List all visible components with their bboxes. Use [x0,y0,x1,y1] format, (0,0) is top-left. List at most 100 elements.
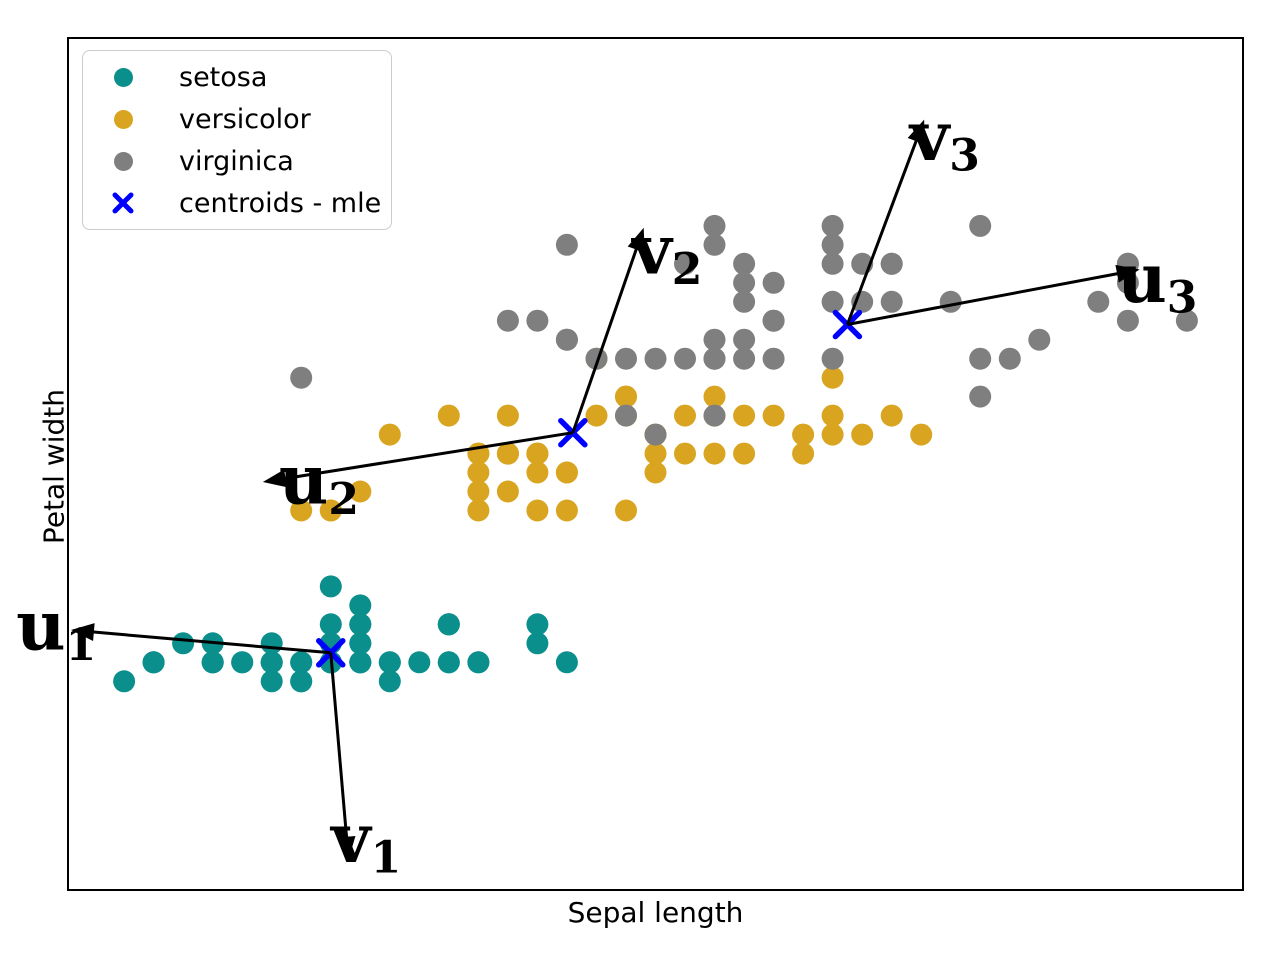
setosa-point [378,651,401,674]
virginica-point [821,214,844,237]
setosa-point [172,632,195,655]
arrow-label-v2: v2 [630,211,702,295]
arrow-label-u2: u2 [279,440,359,524]
versicolor-point [792,423,815,446]
versicolor-point [733,442,756,465]
virginica-point [1175,309,1198,332]
setosa-point [113,670,136,693]
versicolor-point [378,423,401,446]
versicolor-point [674,404,696,427]
virginica-point [703,328,726,351]
virginica-point [555,233,578,256]
setosa-point [467,651,490,674]
virginica-point [733,290,756,313]
versicolor-point [703,442,726,465]
virginica-point [998,347,1021,370]
versicolor-point [703,385,726,408]
arrow-v2-line [571,238,642,434]
versicolor-point [526,499,549,522]
versicolor-point [496,404,519,427]
arrow-label-v1: v1 [329,799,401,883]
arrow-label-u1: u1 [16,586,96,670]
versicolor-point [496,480,519,503]
legend-label-virginica: virginica [179,145,294,177]
setosa-point [408,651,431,674]
versicolor-point [585,404,608,427]
versicolor-point [437,404,460,427]
versicolor-point [880,404,903,427]
versicolor-point [526,442,549,465]
arrow-label-v2-subscript: 2 [672,244,703,295]
versicolor-point [555,461,578,484]
virginica-point [821,347,844,370]
arrow-u3-head [1115,264,1140,283]
versicolor-point [615,499,637,522]
arrow-label-v3-subscript: 3 [949,130,980,181]
setosa-point [378,670,401,693]
arrow-u1-line [82,629,331,655]
arrow-u1-head [70,623,95,642]
virginica-point [1028,328,1051,351]
arrow-label-u3: u3 [1117,239,1197,323]
versicolor-point [644,442,667,465]
setosa-point [349,613,372,636]
versicolor-point [821,404,844,427]
setosa-point [231,651,254,674]
virginica-point [733,252,756,275]
versicolor-point [821,423,844,446]
virginica-point [644,423,667,446]
setosa-point [437,613,460,636]
versicolor-point [349,480,372,503]
virginica-point [674,252,696,275]
legend-item-setosa: setosa [93,56,381,98]
setosa-point [349,632,372,655]
versicolor-point [555,499,578,522]
versicolor-point [910,423,933,446]
setosa-point [555,651,578,674]
virginica-point [969,347,992,370]
versicolor-point [792,442,815,465]
setosa-point [319,613,342,636]
versicolor-point [762,404,785,427]
virginica-point [733,328,756,351]
virginica-point [703,404,726,427]
arrow-u3-line [847,270,1129,327]
setosa-point [201,651,224,674]
virginica-point [762,309,785,332]
setosa-point [349,651,372,674]
versicolor-point [644,461,667,484]
virginica-point [969,385,992,408]
legend-label-versicolor: versicolor [179,103,311,135]
virginica-marker-icon [93,151,153,171]
virginica-point [555,328,578,351]
legend-label-centroids: centroids - mle [179,187,382,219]
versicolor-point [319,499,342,522]
setosa-point [526,613,549,636]
versicolor-point [467,461,490,484]
virginica-point [703,214,726,237]
virginica-point [880,290,903,313]
versicolor-point [851,423,874,446]
versicolor-point [526,461,549,484]
setosa-point [142,651,165,674]
virginica-point [644,347,667,370]
legend-item-centroids: centroids - mle [93,182,381,224]
axes-spines [67,37,1244,891]
setosa-point [319,575,342,598]
versicolor-point [733,404,756,427]
setosa-point [260,632,283,655]
virginica-point [674,347,696,370]
centroid-x-icon [93,191,153,215]
versicolor-point [290,499,313,522]
virginica-point [733,271,756,294]
x-axis-label: Sepal length [567,896,744,929]
arrow-u2-line [273,431,574,482]
versicolor-point [615,385,637,408]
versicolor-point [674,442,696,465]
virginica-point [585,347,608,370]
versicolor-point [496,442,519,465]
setosa-point [526,632,549,655]
legend-label-setosa: setosa [179,61,268,93]
versicolor-point [467,499,490,522]
